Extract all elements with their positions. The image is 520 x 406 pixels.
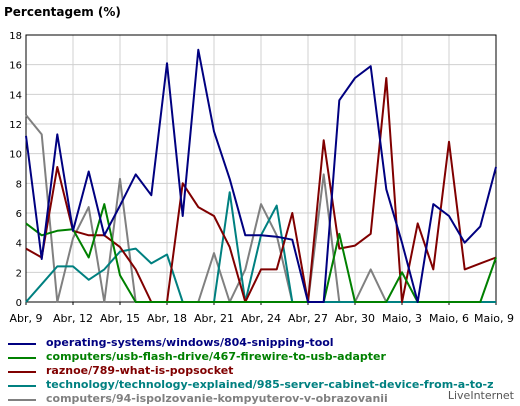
y-tick-label: 10 [9, 150, 22, 161]
legend-item-snipping-tool: operating-systems/windows/804-snipping-t… [8, 336, 518, 350]
legend-swatch [8, 343, 36, 345]
y-tick-label: 12 [9, 120, 22, 131]
series-line-804-snipping-tool [25, 48, 497, 303]
legend-label: computers/94-ispolzovanie-kompyuterov-v-… [46, 392, 388, 405]
y-tick-label: 0 [16, 298, 22, 309]
x-tick-label: Abr, 18 [147, 312, 187, 325]
legend-item-kompyuterov: computers/94-ispolzovanie-kompyuterov-v-… [8, 392, 518, 406]
y-tick-label: 2 [16, 268, 22, 279]
grid-layer [25, 34, 497, 303]
y-tick-label: 4 [16, 239, 22, 250]
legend-item-server-cabinet: technology/technology-explained/985-serv… [8, 378, 518, 392]
series-layer [25, 48, 497, 303]
x-tick-label: Maio, 6 [429, 312, 469, 325]
legend-swatch [8, 399, 36, 401]
x-tick-label: Abr, 12 [53, 312, 93, 325]
legend-item-firewire-adapter: computers/usb-flash-drive/467-firewire-t… [8, 350, 518, 364]
x-tick-label: Abr, 24 [241, 312, 281, 325]
y-tick-label: 6 [16, 209, 22, 220]
y-tick-label: 8 [16, 179, 22, 190]
chart-title: Percentagem (%) [4, 5, 121, 19]
y-tick-label: 16 [9, 61, 22, 72]
legend-label: computers/usb-flash-drive/467-firewire-t… [46, 350, 386, 363]
legend: operating-systems/windows/804-snipping-t… [8, 336, 518, 406]
x-tick-label: Abr, 27 [288, 312, 328, 325]
x-tick-label: Abr, 9 [9, 312, 42, 325]
legend-label: raznoe/789-what-is-popsocket [46, 364, 234, 377]
legend-swatch [8, 385, 36, 387]
x-tick-label: Maio, 3 [382, 312, 422, 325]
legend-swatch [8, 357, 36, 359]
axis-layer: 0 2 4 6 8 10 12 14 16 18 Abr, 9 Abr, 12 Abr, 15 Abr, … [9, 31, 514, 325]
credit-label: LiveInternet [447, 389, 514, 402]
x-tick-label: Abr, 21 [194, 312, 234, 325]
x-tick-label: Abr, 30 [335, 312, 375, 325]
y-tick-label: 14 [9, 90, 22, 101]
legend-swatch [8, 371, 36, 373]
x-tick-label: Abr, 15 [100, 312, 140, 325]
x-tick-label: Maio, 9 [474, 312, 514, 325]
legend-item-popsocket: raznoe/789-what-is-popsocket [8, 364, 518, 378]
legend-label: technology/technology-explained/985-serv… [46, 378, 494, 391]
y-tick-label: 18 [9, 31, 22, 42]
legend-label: operating-systems/windows/804-snipping-t… [46, 336, 334, 349]
